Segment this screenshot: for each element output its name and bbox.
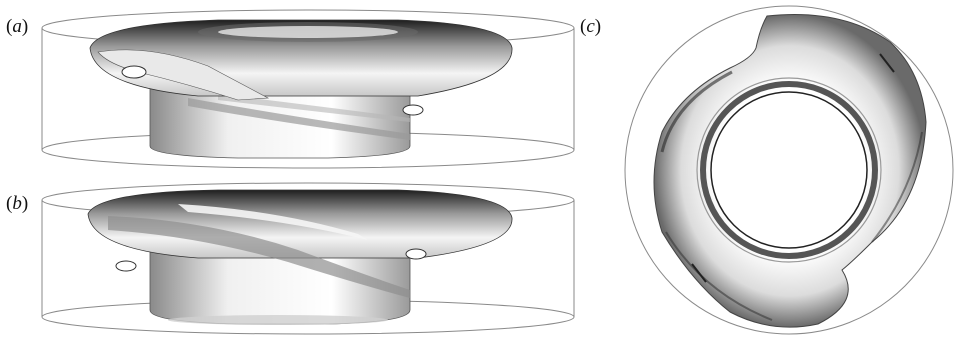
- helical-band: [108, 216, 410, 298]
- panel-a-figure: [41, 9, 575, 169]
- panel-b-figure: [41, 182, 575, 335]
- panel-a-side-view: [38, 6, 578, 174]
- domain-boundary: [624, 5, 954, 335]
- panel-c-top-view: [622, 2, 956, 338]
- panel-label-b: (b): [6, 193, 29, 214]
- panel-label-c: (c): [580, 16, 602, 37]
- panel-b-side-view: [38, 180, 578, 338]
- panel-label-a: (a): [6, 16, 29, 37]
- inner-ring: [700, 81, 878, 259]
- vortex-body: [149, 85, 411, 159]
- helical-band: [188, 98, 410, 140]
- panel-c-figure: [624, 5, 954, 335]
